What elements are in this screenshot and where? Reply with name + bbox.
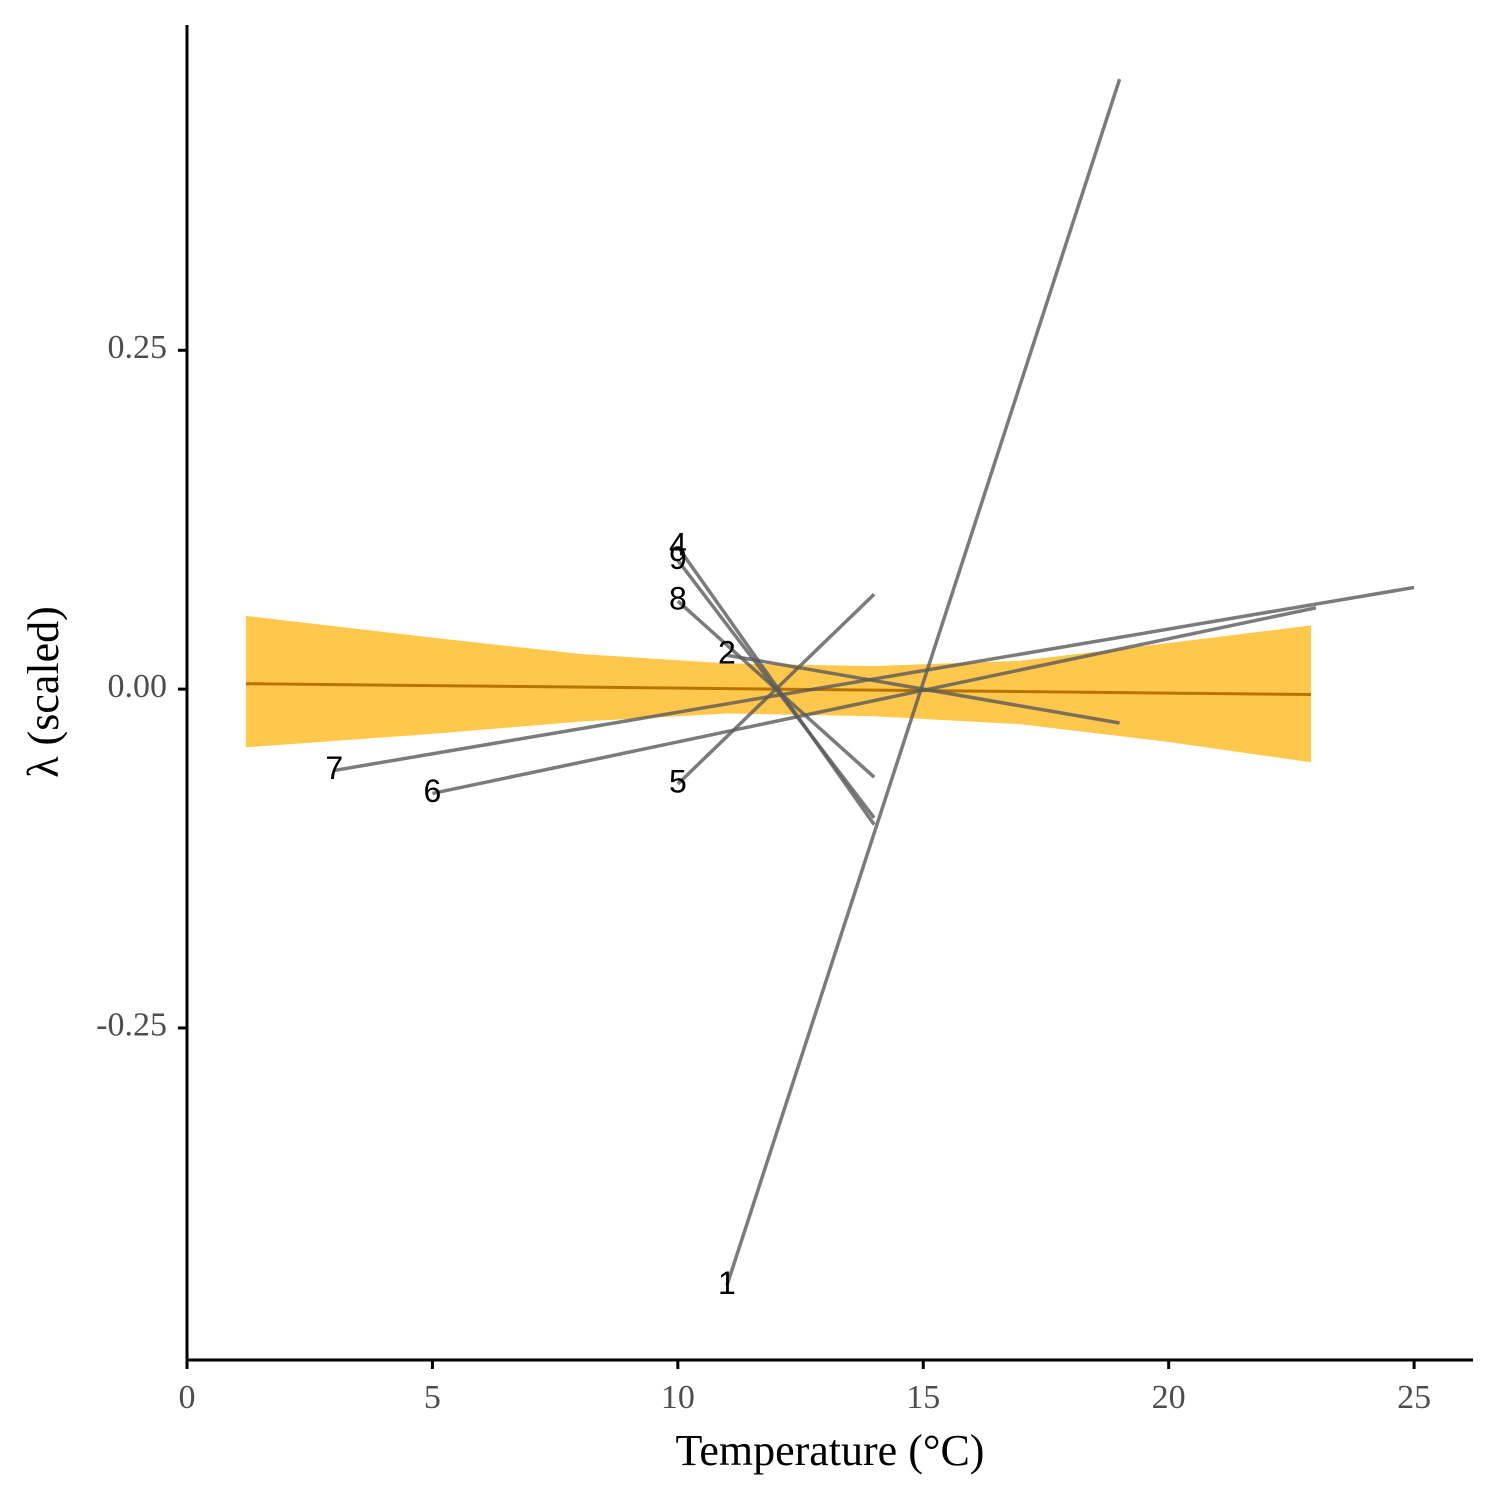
y-tick-label: -0.25 [96, 1007, 167, 1044]
y-axis-title: λ (scaled) [19, 606, 68, 778]
series-label-2: 2 [718, 635, 736, 671]
series-label-5: 5 [669, 763, 687, 799]
series-label-9: 9 [669, 540, 687, 576]
axes-layer [185, 25, 1473, 1362]
y-tick-label: 0.25 [108, 329, 168, 366]
series-label-1: 1 [718, 1265, 736, 1301]
x-tick-label: 10 [661, 1379, 695, 1416]
y-tick-label: 0.00 [108, 668, 168, 705]
series-label-7: 7 [325, 750, 343, 786]
x-tick-label: 5 [424, 1379, 441, 1416]
series-label-4: 4 [669, 526, 687, 562]
series-line-9 [676, 559, 876, 819]
series-line-4 [676, 545, 876, 826]
series-line-6 [432, 606, 1317, 796]
series-line-1 [725, 78, 1122, 1286]
series-layer [333, 78, 1415, 1286]
series-label-8: 8 [669, 580, 687, 616]
x-tick-label: 0 [179, 1379, 196, 1416]
series-line-7 [333, 585, 1415, 773]
series-label-6: 6 [424, 773, 442, 809]
x-tick-label: 20 [1152, 1379, 1186, 1416]
x-tick-label: 15 [906, 1379, 940, 1416]
x-axis-title: Temperature (°C) [676, 1426, 985, 1475]
label-layer: 1 2 4 5 6 7 8 9 [325, 526, 735, 1301]
y-ticks: 0.25 0.00 -0.25 [96, 329, 187, 1044]
x-tick-label: 25 [1397, 1379, 1431, 1416]
x-ticks: 0 5 10 15 20 25 [179, 1360, 1431, 1416]
